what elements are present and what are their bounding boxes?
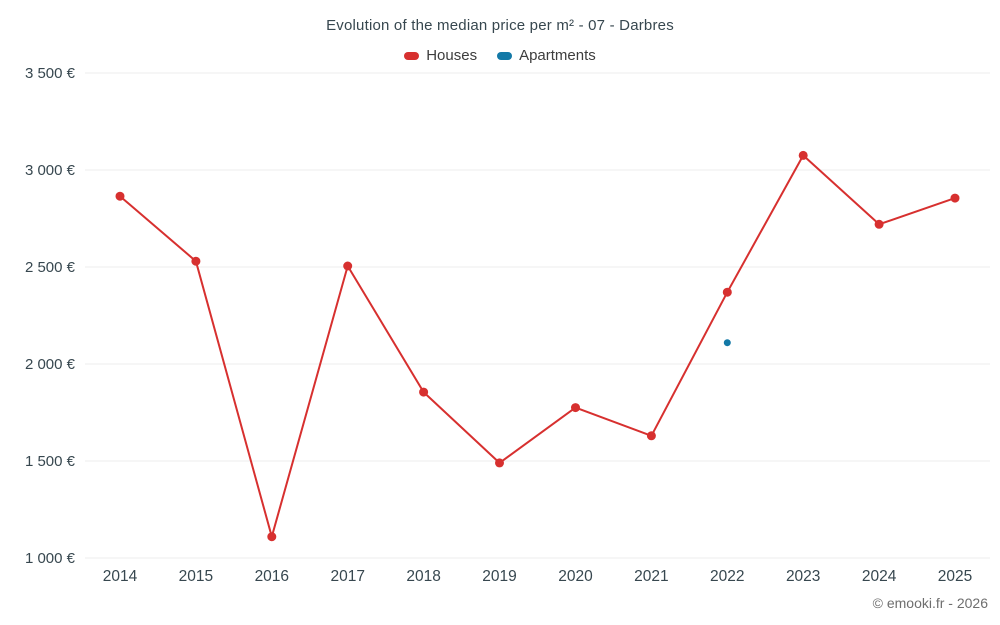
copyright: © emooki.fr - 2026 — [872, 595, 988, 611]
y-axis-tick-label: 2 000 € — [25, 356, 76, 373]
houses-data-point[interactable] — [950, 193, 960, 203]
x-axis-tick-label: 2023 — [786, 568, 820, 585]
y-axis-tick-label: 2 500 € — [25, 259, 76, 276]
chart-title: Evolution of the median price per m² - 0… — [326, 17, 674, 34]
x-axis-tick-label: 2015 — [179, 568, 213, 585]
houses-data-point[interactable] — [874, 219, 884, 229]
x-axis-tick-label: 2021 — [634, 568, 668, 585]
houses-data-point[interactable] — [646, 431, 656, 441]
x-axis-tick-label: 2024 — [862, 568, 897, 585]
x-axis-tick-label: 2014 — [103, 568, 138, 585]
houses-data-point[interactable] — [495, 458, 504, 468]
x-axis-tick-label: 2019 — [482, 568, 516, 585]
houses-series-line — [119, 154, 956, 538]
x-axis-tick-label: 2016 — [255, 568, 289, 585]
houses-data-point[interactable] — [343, 261, 353, 271]
legend-item-apartments[interactable]: Apartments — [497, 47, 596, 64]
x-axis-tick-label: 2018 — [406, 568, 440, 585]
houses-data-point[interactable] — [419, 387, 429, 397]
houses-data-point[interactable] — [798, 150, 808, 160]
houses-series-swatch-icon — [404, 51, 420, 60]
legend-label-apartments: Apartments — [519, 47, 596, 64]
houses-data-point[interactable] — [267, 532, 277, 542]
y-axis-tick-label: 3 000 € — [25, 162, 76, 179]
houses-data-point[interactable] — [571, 403, 580, 413]
houses-data-point[interactable] — [722, 287, 732, 297]
houses-data-point[interactable] — [191, 256, 201, 266]
x-axis-tick-label: 2020 — [558, 568, 593, 585]
legend-label-houses: Houses — [426, 47, 478, 64]
apartments-data-point[interactable] — [723, 339, 731, 347]
legend: Houses Apartments — [0, 47, 1000, 64]
x-axis-tick-label: 2022 — [710, 568, 744, 585]
x-axis-tick-label: 2025 — [938, 568, 972, 585]
apartments-series-swatch-icon — [497, 51, 513, 60]
y-axis-tick-label: 3 500 € — [25, 65, 76, 82]
y-axis-tick-label: 1 000 € — [25, 550, 76, 567]
x-axis-tick-label: 2017 — [330, 568, 364, 585]
legend-item-houses[interactable]: Houses — [404, 47, 477, 64]
y-axis-tick-label: 1 500 € — [25, 453, 76, 470]
houses-data-point[interactable] — [115, 191, 125, 201]
